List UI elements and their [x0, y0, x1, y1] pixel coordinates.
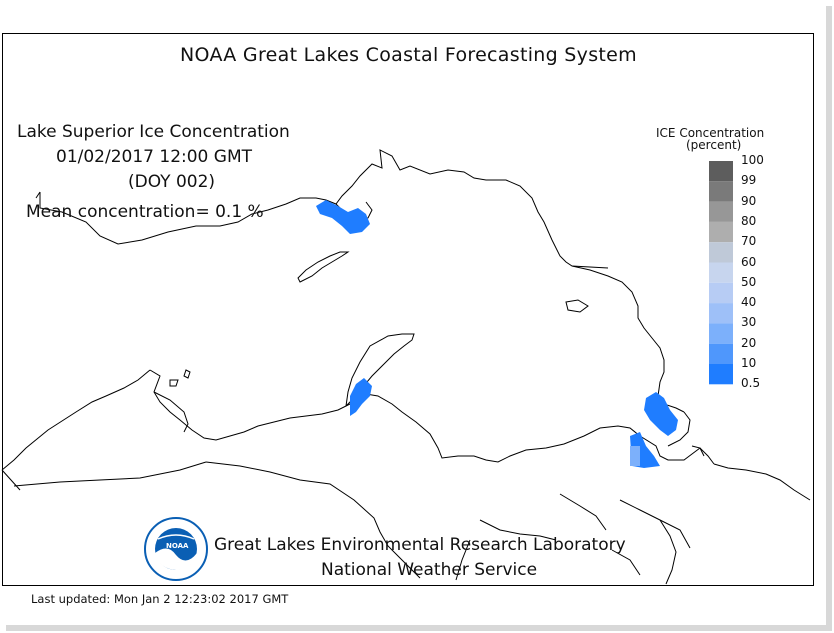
- legend-swatch: [709, 323, 733, 344]
- legend-label: 100: [741, 153, 764, 167]
- legend-label: 90: [741, 193, 757, 208]
- ice-patch-keweenaw: [350, 378, 372, 416]
- legend-swatch: [709, 242, 733, 263]
- legend-color-bar: [709, 161, 733, 385]
- coastline: [1, 149, 811, 585]
- map-title: NOAA Great Lakes Coastal Forecasting Sys…: [180, 44, 637, 66]
- legend-label: 30: [741, 315, 757, 330]
- legend-label: 99: [741, 173, 757, 188]
- legend-swatch: [709, 364, 733, 385]
- legend-label: 50: [741, 274, 757, 289]
- legend-label: 40: [741, 295, 757, 310]
- legend-swatch: [709, 161, 733, 182]
- legend-swatch: [709, 221, 733, 243]
- noaa-logo-text: NOAA: [166, 542, 189, 550]
- legend-label: 20: [741, 335, 757, 350]
- ice-patch-nipigon-bay: [316, 200, 370, 234]
- footer-lab: Great Lakes Environmental Research Labor…: [214, 535, 626, 555]
- footer-service: National Weather Service: [321, 560, 538, 580]
- legend-swatch: [709, 201, 733, 222]
- forecast-datetime: 01/02/2017 12:00 GMT: [56, 147, 253, 167]
- last-updated: Last updated: Mon Jan 2 12:23:02 2017 GM…: [31, 592, 289, 606]
- legend-swatch: [709, 181, 733, 202]
- day-of-year: (DOY 002): [128, 172, 216, 192]
- mean-concentration: Mean concentration= 0.1 %: [26, 202, 264, 222]
- legend-swatch: [709, 262, 733, 283]
- lake-title: Lake Superior Ice Concentration: [17, 122, 290, 142]
- legend-swatch: [709, 343, 733, 364]
- legend-title: ICE Concentration: [656, 126, 765, 140]
- legend-swatch: [709, 303, 733, 324]
- legend-label: 0.5: [741, 376, 761, 391]
- legend-unit: (percent): [686, 138, 742, 152]
- legend-swatch: [709, 282, 733, 304]
- legend-label: 60: [741, 254, 757, 269]
- legend-label: 70: [741, 234, 757, 249]
- legend-label: 80: [741, 213, 757, 228]
- noaa-logo-icon: [144, 517, 208, 581]
- ice-patch-whitefish-1: [644, 392, 678, 436]
- legend-label: 10: [741, 356, 757, 370]
- ice-patches: [316, 200, 678, 468]
